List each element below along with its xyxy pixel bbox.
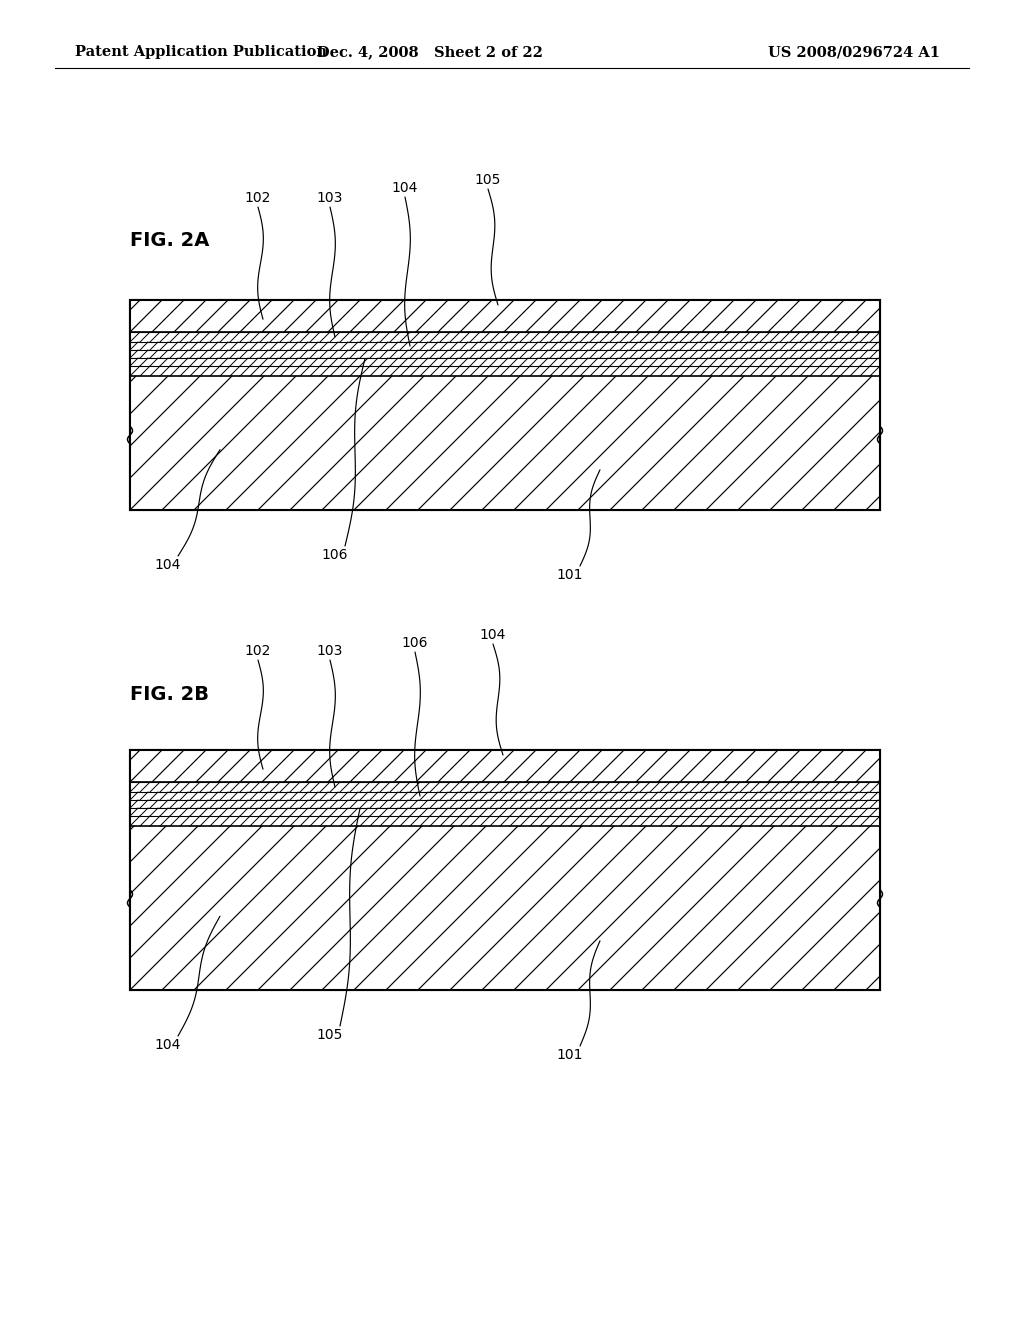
Text: 102: 102 <box>245 191 271 205</box>
Text: 101: 101 <box>557 1048 584 1063</box>
Bar <box>130 300 880 510</box>
Bar <box>130 333 880 342</box>
Text: 103: 103 <box>316 191 343 205</box>
Bar <box>130 366 880 376</box>
Bar <box>130 816 880 826</box>
Text: Patent Application Publication: Patent Application Publication <box>75 45 327 59</box>
Bar <box>130 792 880 800</box>
Text: FIG. 2A: FIG. 2A <box>130 231 209 249</box>
Bar <box>130 750 880 990</box>
Bar <box>130 350 880 358</box>
Bar <box>130 300 880 510</box>
Bar <box>130 342 880 350</box>
Text: 106: 106 <box>322 548 348 562</box>
Text: US 2008/0296724 A1: US 2008/0296724 A1 <box>768 45 940 59</box>
Text: 104: 104 <box>392 181 418 195</box>
Text: 104: 104 <box>155 558 181 572</box>
Bar <box>130 300 880 333</box>
Text: 103: 103 <box>316 644 343 657</box>
Text: 104: 104 <box>480 628 506 642</box>
Bar <box>130 750 880 781</box>
Text: 104: 104 <box>155 1038 181 1052</box>
Text: FIG. 2B: FIG. 2B <box>130 685 209 705</box>
Text: Dec. 4, 2008   Sheet 2 of 22: Dec. 4, 2008 Sheet 2 of 22 <box>317 45 543 59</box>
Bar <box>130 800 880 808</box>
Bar <box>130 358 880 366</box>
Text: 102: 102 <box>245 644 271 657</box>
Text: 105: 105 <box>475 173 501 187</box>
Text: 105: 105 <box>316 1028 343 1041</box>
Bar <box>130 826 880 990</box>
Bar <box>130 750 880 990</box>
Bar <box>130 376 880 510</box>
Bar <box>130 808 880 816</box>
Text: 106: 106 <box>401 636 428 649</box>
Text: 101: 101 <box>557 568 584 582</box>
Bar <box>130 781 880 792</box>
